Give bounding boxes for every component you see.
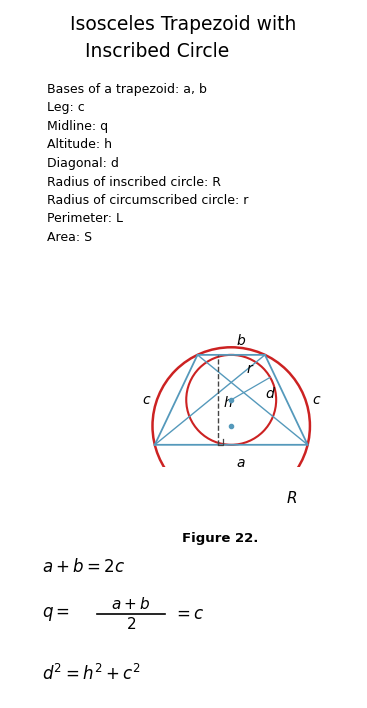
Text: $2$: $2$ xyxy=(126,616,136,632)
Text: Area: S: Area: S xyxy=(47,231,92,244)
Text: c: c xyxy=(143,393,150,407)
Text: Radius of inscribed circle: R: Radius of inscribed circle: R xyxy=(47,176,221,188)
Text: Perimeter: L: Perimeter: L xyxy=(47,212,123,226)
Text: Altitude: h: Altitude: h xyxy=(47,139,112,152)
Text: Radius of circumscribed circle: r: Radius of circumscribed circle: r xyxy=(47,194,248,207)
Text: Leg: c: Leg: c xyxy=(47,101,85,115)
Text: R: R xyxy=(286,491,297,506)
Text: Inscribed Circle: Inscribed Circle xyxy=(85,42,229,61)
Text: r: r xyxy=(247,362,253,377)
Text: $= c$: $= c$ xyxy=(173,605,204,623)
Text: c: c xyxy=(312,393,320,407)
Text: a: a xyxy=(236,456,244,470)
Text: Diagonal: d: Diagonal: d xyxy=(47,157,119,170)
Text: Isosceles Trapezoid with: Isosceles Trapezoid with xyxy=(70,15,296,34)
Text: $a + b = 2c$: $a + b = 2c$ xyxy=(42,558,125,576)
Text: $a + b$: $a + b$ xyxy=(112,596,150,612)
Text: h: h xyxy=(223,396,232,409)
Text: Midline: q: Midline: q xyxy=(47,120,108,133)
Text: $d^{2} = h^{2} + c^{2}$: $d^{2} = h^{2} + c^{2}$ xyxy=(42,664,141,684)
Text: Figure 22.: Figure 22. xyxy=(182,532,258,545)
Text: d: d xyxy=(265,387,274,401)
Text: b: b xyxy=(237,334,246,348)
Text: $q =$: $q =$ xyxy=(42,605,70,623)
Text: Bases of a trapezoid: a, b: Bases of a trapezoid: a, b xyxy=(47,83,207,96)
